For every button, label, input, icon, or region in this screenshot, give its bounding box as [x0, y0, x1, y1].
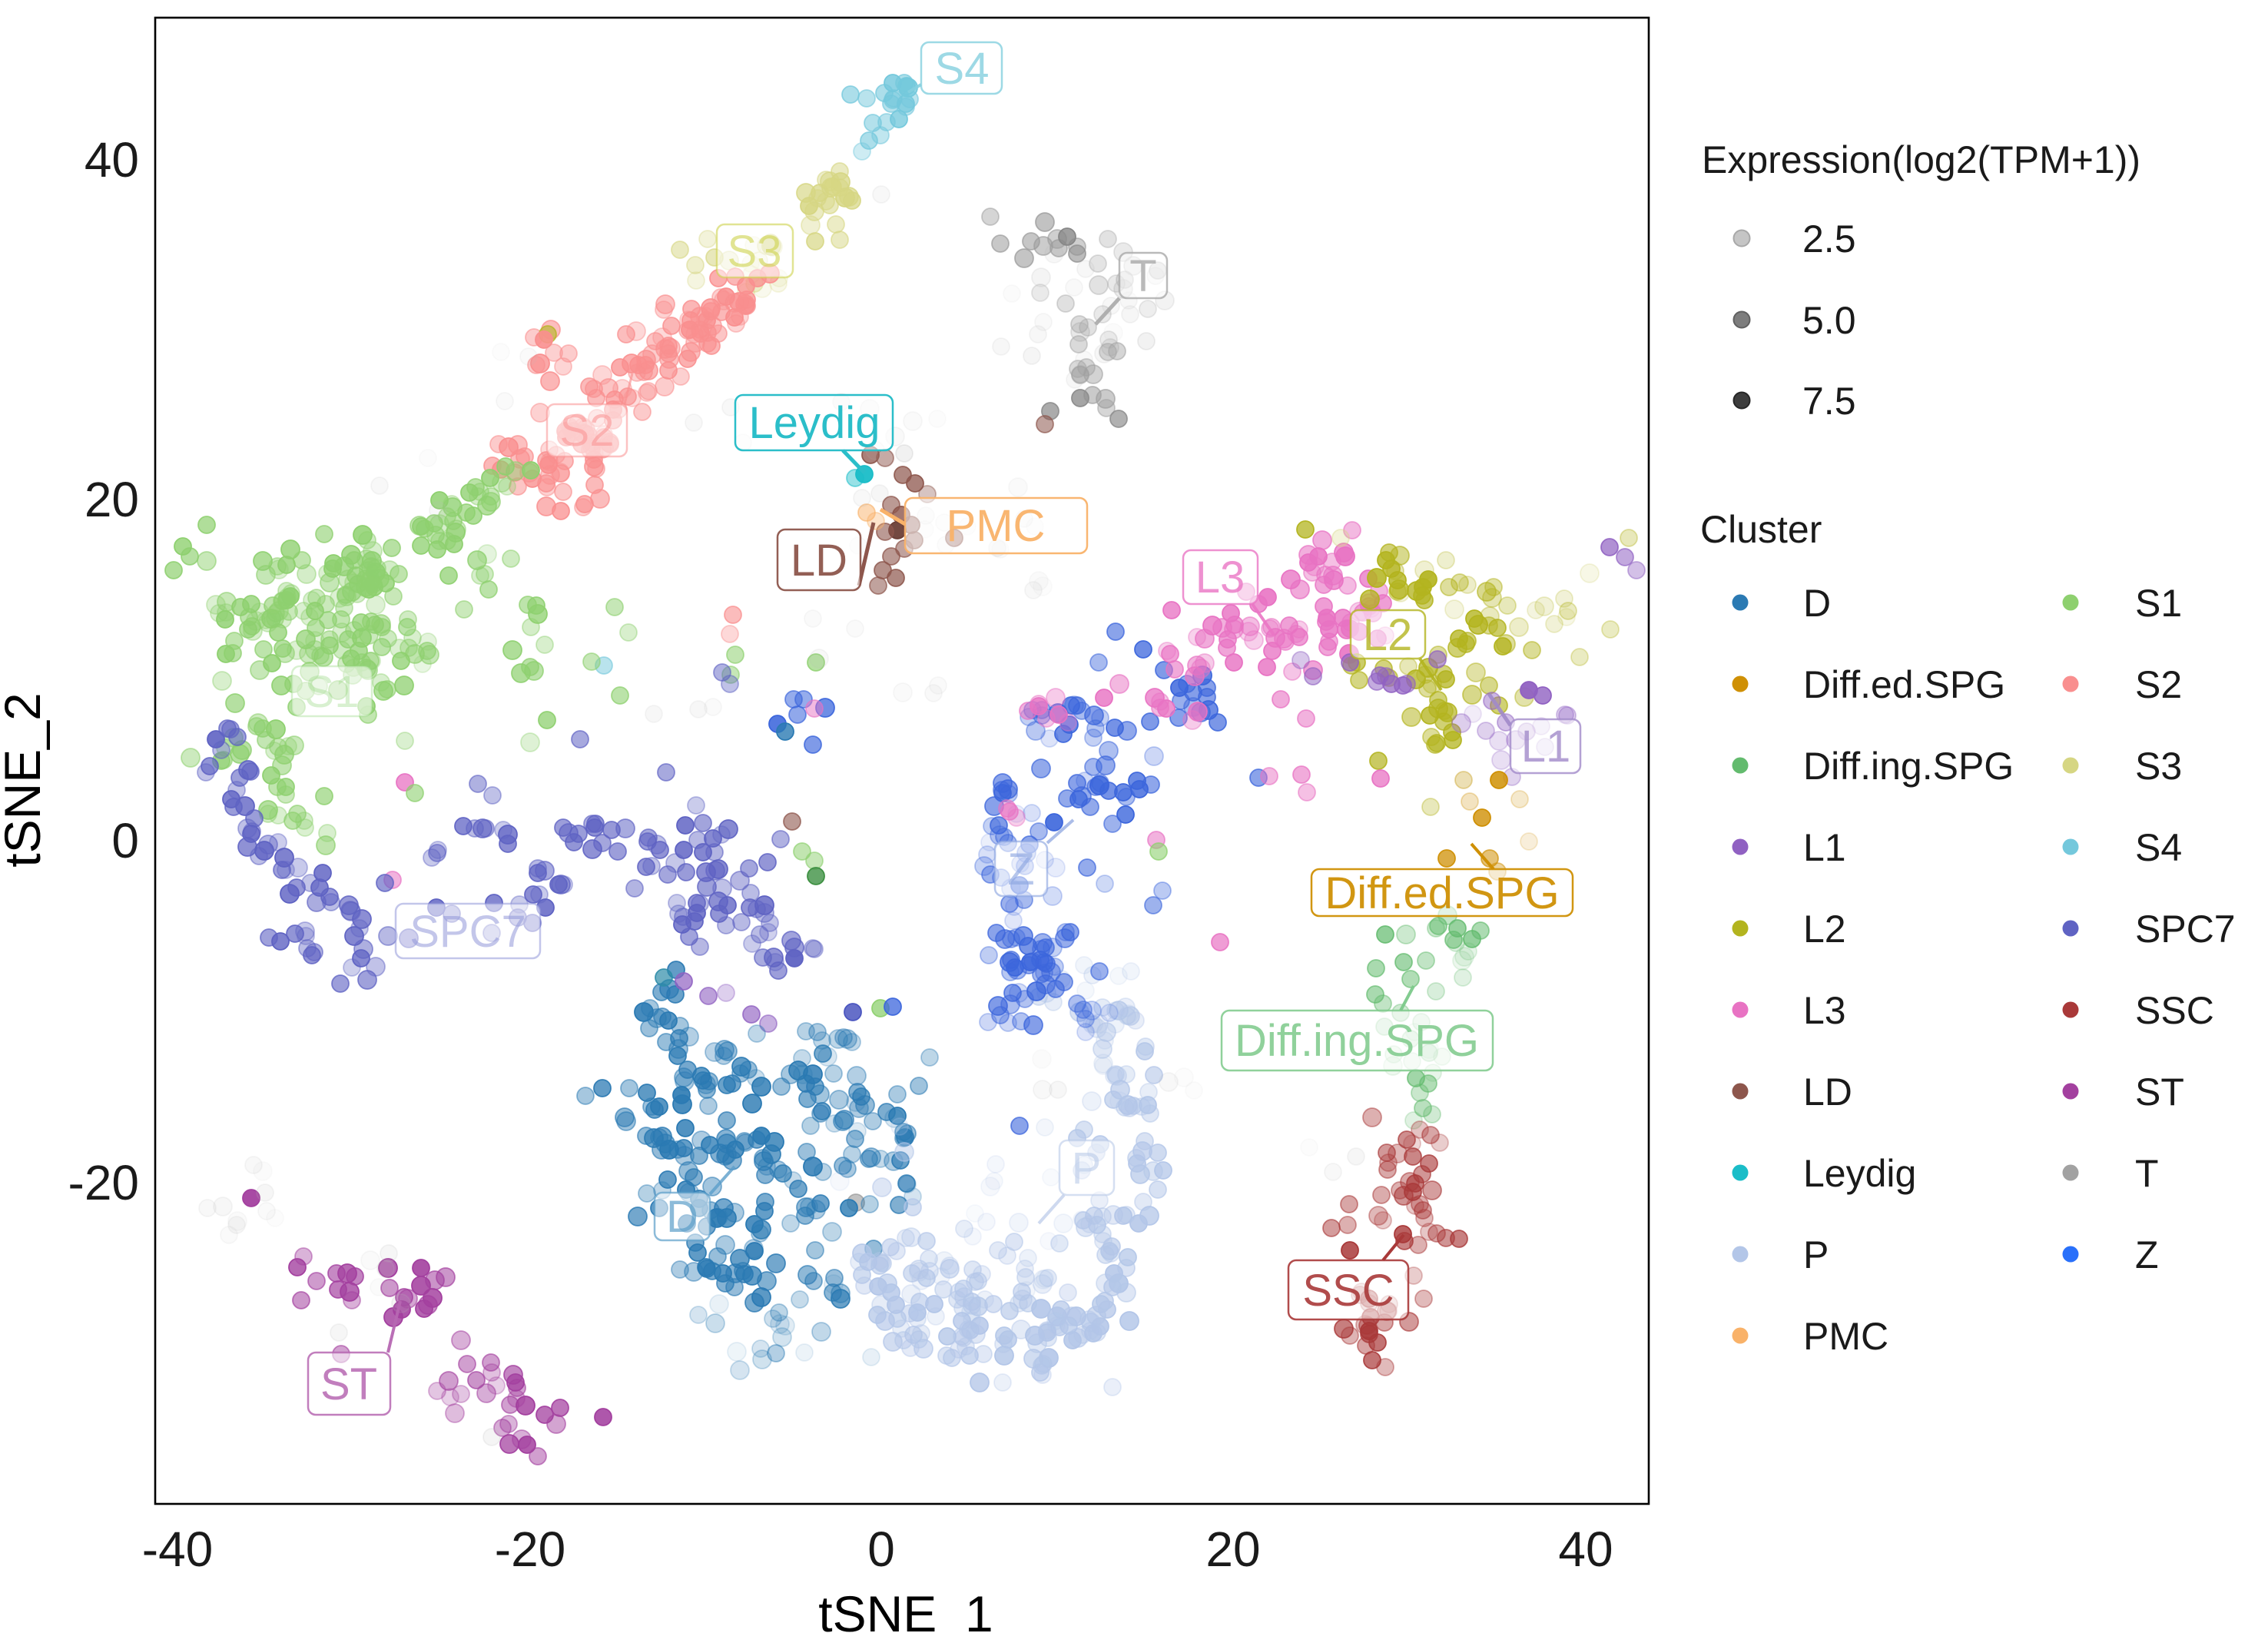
svg-text:PMC: PMC — [947, 501, 1046, 551]
svg-text:40: 40 — [85, 132, 139, 188]
svg-text:Cluster: Cluster — [1700, 508, 1822, 551]
svg-text:S4: S4 — [935, 44, 990, 94]
svg-text:-20: -20 — [68, 1155, 140, 1210]
svg-text:SSC: SSC — [2135, 989, 2214, 1032]
svg-text:SSC: SSC — [1302, 1266, 1394, 1316]
svg-text:S3: S3 — [2135, 745, 2182, 788]
svg-text:Diff.ing.SPG: Diff.ing.SPG — [1235, 1016, 1479, 1066]
svg-text:ST: ST — [320, 1359, 377, 1409]
svg-text:Diff.ed.SPG: Diff.ed.SPG — [1325, 868, 1559, 918]
svg-text:S4: S4 — [2135, 826, 2182, 869]
svg-text:Leydig: Leydig — [749, 398, 880, 448]
svg-text:L1: L1 — [1521, 722, 1571, 772]
svg-text:L2: L2 — [1803, 908, 1846, 951]
svg-text:-40: -40 — [142, 1522, 214, 1577]
svg-text:20: 20 — [85, 472, 139, 527]
svg-text:SPC7: SPC7 — [410, 907, 526, 957]
svg-text:S1: S1 — [305, 667, 360, 717]
svg-text:5.0: 5.0 — [1802, 299, 1856, 342]
svg-text:7.5: 7.5 — [1802, 380, 1856, 423]
svg-text:20: 20 — [1205, 1522, 1260, 1577]
svg-text:L2: L2 — [1363, 610, 1413, 660]
svg-text:P: P — [1803, 1233, 1829, 1276]
svg-text:-20: -20 — [495, 1522, 566, 1577]
svg-text:S2: S2 — [560, 406, 615, 456]
svg-text:Z: Z — [1007, 845, 1034, 894]
svg-text:tSNE 1: tSNE 1 — [818, 1585, 993, 1633]
svg-text:Diff.ed.SPG: Diff.ed.SPG — [1803, 663, 2005, 706]
svg-text:Leydig: Leydig — [1803, 1152, 1916, 1195]
svg-text:2.5: 2.5 — [1802, 217, 1856, 261]
svg-text:LD: LD — [1803, 1070, 1852, 1114]
svg-text:Expression(log2(TPM+1)): Expression(log2(TPM+1)) — [1702, 138, 2140, 181]
svg-text:S3: S3 — [728, 227, 782, 277]
svg-text:SPC7: SPC7 — [2135, 908, 2236, 951]
svg-text:tSNE_2: tSNE_2 — [0, 692, 51, 867]
svg-text:D: D — [666, 1192, 698, 1242]
svg-text:ST: ST — [2135, 1070, 2184, 1114]
svg-text:0: 0 — [111, 813, 139, 868]
svg-text:S2: S2 — [2135, 663, 2182, 706]
svg-text:S1: S1 — [2135, 582, 2182, 625]
svg-text:PMC: PMC — [1803, 1315, 1888, 1358]
svg-text:L1: L1 — [1803, 826, 1846, 869]
svg-text:0: 0 — [867, 1522, 895, 1577]
svg-text:P: P — [1072, 1143, 1102, 1193]
svg-text:T: T — [2135, 1152, 2159, 1195]
svg-text:D: D — [1803, 582, 1831, 625]
svg-text:L3: L3 — [1195, 553, 1245, 602]
svg-text:40: 40 — [1558, 1522, 1613, 1577]
svg-text:T: T — [1129, 251, 1156, 301]
svg-text:L3: L3 — [1803, 989, 1846, 1032]
svg-text:LD: LD — [791, 536, 847, 586]
svg-text:Diff.ing.SPG: Diff.ing.SPG — [1803, 745, 2014, 788]
svg-text:Z: Z — [2135, 1233, 2159, 1276]
